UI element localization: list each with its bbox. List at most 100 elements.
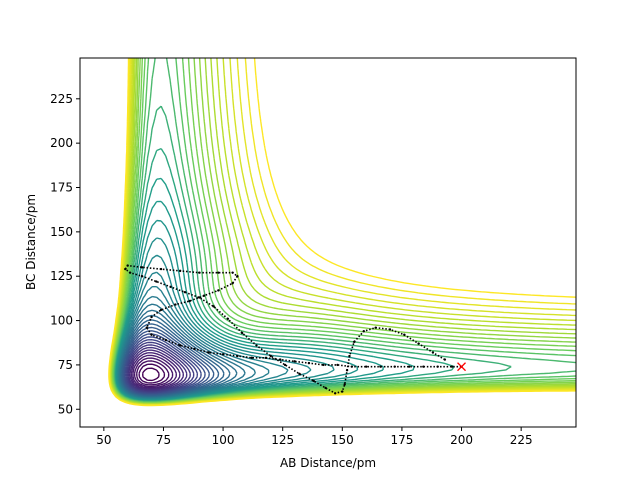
trajectory-point bbox=[217, 271, 220, 274]
trajectory-point bbox=[379, 365, 382, 368]
contour-lines bbox=[108, 58, 576, 407]
trajectory-point bbox=[341, 390, 344, 393]
trajectory-point bbox=[150, 333, 153, 336]
y-tick-label: 75 bbox=[58, 358, 73, 372]
trajectory-point bbox=[231, 282, 234, 285]
trajectory-point bbox=[217, 289, 220, 292]
y-tick-label: 150 bbox=[50, 225, 73, 239]
plot-frame bbox=[79, 57, 577, 428]
trajectory-point bbox=[255, 344, 258, 347]
trajectory-point bbox=[183, 290, 187, 294]
x-tick-label: 50 bbox=[96, 433, 111, 447]
trajectory-point bbox=[279, 358, 282, 361]
trajectory-point bbox=[150, 315, 153, 319]
contour-level bbox=[130, 352, 181, 390]
contour-level bbox=[127, 344, 191, 392]
contour-level bbox=[125, 339, 199, 394]
trajectory-path bbox=[124, 264, 462, 395]
trajectory-point bbox=[264, 356, 268, 360]
contour-level bbox=[126, 341, 195, 393]
x-axis-ticks: 50 75 100 125 150 175 200 225 bbox=[96, 427, 533, 447]
trajectory-point bbox=[124, 267, 127, 271]
trajectory-point bbox=[374, 326, 377, 329]
x-axis-label: AB Distance/pm bbox=[280, 456, 376, 470]
x-tick-label: 175 bbox=[390, 433, 413, 447]
trajectory-point bbox=[350, 365, 354, 368]
trajectory-point bbox=[193, 347, 196, 351]
end-marker bbox=[457, 362, 467, 372]
trajectory-point bbox=[207, 351, 210, 354]
trajectory-point bbox=[159, 267, 163, 271]
trajectory-point bbox=[343, 383, 346, 386]
y-tick-label: 100 bbox=[50, 314, 73, 328]
x-tick-label: 100 bbox=[212, 433, 235, 447]
trajectory-point bbox=[422, 365, 425, 368]
trajectory-point bbox=[169, 285, 172, 289]
trajectory-point bbox=[221, 353, 225, 356]
trajectory-point bbox=[236, 275, 239, 278]
trajectory-point bbox=[324, 386, 327, 390]
x-tick-label: 75 bbox=[156, 433, 171, 447]
trajectory-point bbox=[450, 365, 454, 368]
trajectory-point bbox=[226, 317, 230, 320]
trajectory-point bbox=[436, 365, 439, 368]
y-tick-label: 125 bbox=[50, 269, 73, 283]
trajectory-point bbox=[353, 340, 356, 344]
trajectory-point bbox=[407, 365, 411, 368]
y-tick-label: 50 bbox=[58, 402, 73, 416]
contour-level bbox=[132, 354, 177, 389]
trajectory-point bbox=[126, 264, 129, 267]
y-axis-label: BC Distance/pm bbox=[24, 194, 38, 290]
trajectory-point bbox=[431, 351, 435, 354]
contour-level bbox=[129, 349, 184, 391]
trajectory-point bbox=[388, 328, 392, 331]
trajectory-point bbox=[283, 363, 287, 367]
y-axis-ticks: 50 75 100 125 150 175 200 225 bbox=[50, 92, 80, 416]
trajectory-point bbox=[364, 365, 368, 368]
trajectory-point bbox=[212, 305, 215, 308]
trajectory-point bbox=[236, 354, 239, 358]
contour-level bbox=[136, 360, 170, 386]
trajectory-point bbox=[298, 372, 301, 375]
y-tick-label: 200 bbox=[50, 136, 73, 150]
plot-background bbox=[80, 58, 576, 427]
contour-level bbox=[138, 363, 166, 384]
trajectory-point bbox=[198, 296, 201, 299]
contour-level bbox=[108, 58, 576, 407]
trajectory-point bbox=[178, 344, 182, 347]
trajectory-point bbox=[333, 392, 337, 395]
trajectory-point bbox=[145, 326, 148, 329]
trajectory-point bbox=[202, 294, 206, 297]
trajectory-point bbox=[403, 333, 406, 336]
trajectory-point bbox=[307, 361, 311, 365]
trajectory-point bbox=[293, 360, 296, 363]
trajectory-point bbox=[417, 342, 420, 345]
x-tick-label: 200 bbox=[450, 433, 473, 447]
trajectory-point bbox=[269, 354, 272, 358]
x-tick-label: 125 bbox=[271, 433, 294, 447]
x-tick-label: 225 bbox=[510, 433, 533, 447]
trajectory-point bbox=[393, 365, 396, 368]
trajectory-point bbox=[188, 299, 191, 303]
y-tick-label: 225 bbox=[50, 92, 73, 106]
trajectory bbox=[124, 264, 463, 395]
marker-stroke bbox=[457, 362, 467, 372]
trajectory-point bbox=[178, 269, 182, 273]
trajectory-point bbox=[348, 354, 351, 358]
trajectory-point bbox=[336, 363, 339, 367]
trajectory-point bbox=[240, 331, 244, 335]
contour-level bbox=[133, 357, 174, 388]
trajectory-point bbox=[174, 303, 177, 306]
trajectory-point bbox=[362, 330, 365, 333]
trajectory-point bbox=[250, 356, 253, 360]
x-tick-label: 150 bbox=[331, 433, 354, 447]
trajectory-point bbox=[322, 363, 325, 367]
trajectory-point bbox=[159, 308, 163, 312]
trajectory-point bbox=[231, 271, 234, 274]
trajectory-point bbox=[164, 338, 168, 342]
contour-level bbox=[142, 367, 160, 382]
contour-level bbox=[128, 346, 188, 392]
trajectory-point bbox=[140, 275, 144, 278]
trajectory-point bbox=[312, 379, 315, 383]
